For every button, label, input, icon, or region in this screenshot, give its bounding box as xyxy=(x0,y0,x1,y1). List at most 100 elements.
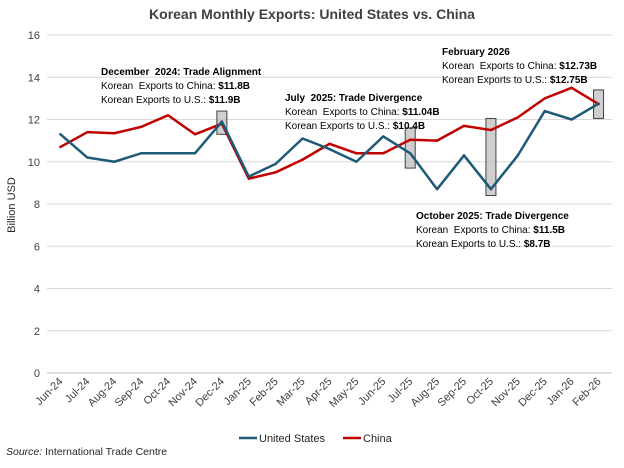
data-point-united-states xyxy=(193,152,197,155)
annotation-line: Korean Exports to U.S.: $11.9B xyxy=(101,95,241,106)
x-tick-label: Dec-25 xyxy=(516,376,550,410)
data-point-united-states xyxy=(570,118,573,121)
x-tick-label: May-25 xyxy=(327,376,361,410)
chart-title: Korean Monthly Exports: United States vs… xyxy=(149,6,475,22)
x-tick-label: Dec-24 xyxy=(193,376,227,410)
y-axis-ticks: 0 2 4 6 8 10 12 14 16 xyxy=(28,30,40,380)
data-point-united-states xyxy=(382,135,385,138)
y-tick-label: 16 xyxy=(28,30,40,42)
data-point-china xyxy=(59,145,62,149)
x-tick-label: Nov-24 xyxy=(167,376,201,410)
legend-label-china: China xyxy=(363,433,393,445)
annotation-line: Korean Exports to U.S.: $10.4B xyxy=(285,121,425,132)
data-point-china xyxy=(301,158,304,161)
y-tick-label: 4 xyxy=(34,284,40,296)
annotation-line-value: $11.9B xyxy=(209,95,241,106)
y-axis-label: Billion USD xyxy=(6,177,18,233)
data-point-united-states xyxy=(516,154,520,157)
annotation-line-value: $11.04B xyxy=(402,107,439,118)
annotations: December 2024: Trade Alignment Korean Exp… xyxy=(101,47,597,250)
legend: United States China xyxy=(239,433,393,445)
data-point-china xyxy=(274,171,277,174)
annotation-heading: October 2025: Trade Divergence xyxy=(416,211,569,222)
annotation-line-label: Korean Exports to U.S.: xyxy=(285,121,393,132)
x-tick-label: Sep-24 xyxy=(113,376,147,410)
annotation-line-label: Korean Exports to U.S.: xyxy=(442,75,550,86)
annotation-line-value: $12.73B xyxy=(559,61,597,72)
data-point-united-states xyxy=(409,152,412,155)
x-tick-label: Sep-25 xyxy=(436,376,470,410)
data-point-united-states xyxy=(139,152,143,155)
data-point-united-states xyxy=(328,147,331,151)
data-point-united-states xyxy=(86,156,89,159)
data-point-china xyxy=(86,130,89,134)
annotation-line-label: Korean Exports to U.S.: xyxy=(416,239,524,250)
y-tick-label: 12 xyxy=(28,115,40,127)
data-point-china xyxy=(355,152,358,155)
annotation-heading: February 2026 xyxy=(442,47,510,58)
data-point-united-states xyxy=(220,120,224,123)
annotation-line-label: Korean Exports to China: xyxy=(416,225,533,236)
source-note: Source: International Trade Centre xyxy=(6,446,167,458)
data-point-united-states xyxy=(247,175,250,178)
annotation-line-label: Korean Exports to China: xyxy=(101,81,218,92)
data-point-china xyxy=(409,138,412,141)
x-tick-label: Jun-25 xyxy=(356,376,388,408)
data-point-united-states xyxy=(59,133,62,136)
data-point-united-states xyxy=(489,188,493,191)
annotation-jul25: July 2025: Trade Divergence Korean Export… xyxy=(285,93,440,132)
highlight-box-oct-25 xyxy=(485,117,497,197)
x-tick-label: Nov-25 xyxy=(489,376,523,410)
legend-label-united-states: United States xyxy=(259,433,326,445)
data-point-china xyxy=(139,125,143,129)
annotation-oct25: October 2025: Trade Divergence Korean Exp… xyxy=(416,211,569,250)
annotation-line: Korean Exports to China: $11.8B xyxy=(101,81,250,92)
data-point-china xyxy=(543,97,546,100)
x-tick-label: Feb-26 xyxy=(571,376,604,409)
x-axis-ticks: Jun-24Jul-24Aug-24Sep-24Oct-24Nov-24Dec-… xyxy=(33,376,603,410)
y-tick-label: 8 xyxy=(34,199,40,211)
annotation-dec24: December 2024: Trade Alignment Korean Exp… xyxy=(101,67,262,106)
data-point-united-states xyxy=(543,109,546,113)
x-tick-label: Jan-26 xyxy=(544,376,576,408)
annotation-line-value: $10.4B xyxy=(393,121,425,132)
data-point-china xyxy=(247,177,250,180)
data-point-united-states xyxy=(355,160,358,163)
data-point-china xyxy=(435,139,439,142)
data-point-united-states xyxy=(274,162,277,166)
source-label: Source: xyxy=(6,446,42,458)
highlight-box-jul-25 xyxy=(404,127,416,169)
data-point-china xyxy=(193,133,197,136)
annotation-line: Korean Exports to China: $11.04B xyxy=(285,107,440,118)
y-tick-label: 14 xyxy=(28,72,40,84)
data-point-china xyxy=(328,142,331,145)
x-tick-label: Feb-25 xyxy=(248,376,281,409)
annotation-feb26: February 2026 Korean Exports to China: $1… xyxy=(442,47,597,86)
x-tick-label: Aug-25 xyxy=(409,376,443,410)
data-point-china xyxy=(462,124,466,128)
data-point-china xyxy=(382,152,385,155)
data-point-united-states xyxy=(462,154,466,157)
x-tick-label: Jun-24 xyxy=(33,376,65,408)
y-tick-label: 0 xyxy=(34,368,40,380)
annotation-line-label: Korean Exports to China: xyxy=(442,61,559,72)
annotation-line-value: $12.75B xyxy=(550,75,588,86)
data-point-china xyxy=(166,114,170,117)
y-tick-label: 10 xyxy=(28,157,40,169)
data-point-united-states xyxy=(435,188,439,191)
y-tick-label: 6 xyxy=(34,241,40,253)
data-point-china xyxy=(489,128,493,132)
data-point-united-states xyxy=(301,137,304,140)
series-lines xyxy=(59,86,600,191)
y-tick-label: 2 xyxy=(34,326,40,338)
data-point-china xyxy=(113,132,116,135)
annotation-heading: July 2025: Trade Divergence xyxy=(285,93,423,104)
annotation-line: Korean Exports to U.S.: $12.75B xyxy=(442,75,588,86)
data-point-united-states xyxy=(113,160,116,163)
annotation-line-label: Korean Exports to China: xyxy=(285,107,402,118)
highlight-boxes xyxy=(216,89,605,197)
data-point-china xyxy=(570,86,573,90)
annotation-line: Korean Exports to China: $12.73B xyxy=(442,61,597,72)
annotation-line-value: $11.5B xyxy=(533,225,565,236)
x-tick-label: Aug-24 xyxy=(86,376,120,410)
